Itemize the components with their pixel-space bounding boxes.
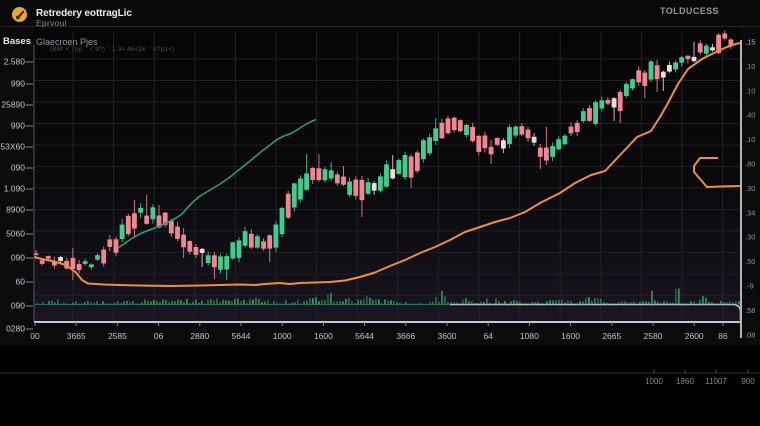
svg-text:.80: .80 bbox=[745, 160, 755, 169]
svg-text:.30: .30 bbox=[745, 233, 755, 242]
svg-text:5644: 5644 bbox=[355, 331, 374, 341]
svg-text:86: 86 bbox=[718, 331, 728, 341]
svg-text:00: 00 bbox=[30, 331, 40, 341]
svg-text:2600: 2600 bbox=[685, 331, 704, 341]
svg-text:990: 990 bbox=[11, 121, 25, 131]
svg-text:.08: .08 bbox=[745, 330, 755, 339]
svg-text:2665: 2665 bbox=[602, 331, 621, 341]
svg-text:53X60: 53X60 bbox=[0, 142, 25, 152]
svg-text:2.580: 2.580 bbox=[4, 57, 26, 67]
svg-text:1.090: 1.090 bbox=[4, 184, 26, 194]
svg-text:60: 60 bbox=[16, 277, 26, 287]
svg-text:.58: .58 bbox=[745, 306, 755, 315]
svg-text:06: 06 bbox=[154, 331, 164, 341]
svg-text:2880: 2880 bbox=[190, 331, 209, 341]
svg-text:.-9: .-9 bbox=[745, 282, 754, 291]
svg-text:1860: 1860 bbox=[676, 377, 694, 386]
svg-text:11007: 11007 bbox=[705, 377, 727, 386]
svg-text:1000: 1000 bbox=[273, 331, 292, 341]
svg-text:8900: 8900 bbox=[6, 205, 25, 215]
svg-text:3666: 3666 bbox=[396, 331, 415, 341]
svg-text:990: 990 bbox=[11, 79, 25, 89]
svg-text:900: 900 bbox=[741, 377, 755, 386]
svg-text:1600: 1600 bbox=[561, 331, 580, 341]
svg-text:.34: .34 bbox=[745, 208, 755, 217]
svg-text:.30: .30 bbox=[745, 184, 755, 193]
svg-text:2585: 2585 bbox=[108, 331, 127, 341]
svg-text:.10: .10 bbox=[745, 135, 755, 144]
svg-text:090: 090 bbox=[11, 253, 25, 263]
svg-text:2580: 2580 bbox=[644, 331, 663, 341]
svg-text:090: 090 bbox=[11, 301, 25, 311]
svg-text:1080: 1080 bbox=[520, 331, 539, 341]
svg-text:1000: 1000 bbox=[645, 377, 663, 386]
svg-text:5060: 5060 bbox=[6, 229, 25, 239]
svg-text:090: 090 bbox=[11, 163, 25, 173]
svg-text:.10: .10 bbox=[745, 86, 755, 95]
svg-text:.15: .15 bbox=[745, 38, 755, 47]
svg-text:.10: .10 bbox=[745, 62, 755, 71]
svg-text:3665: 3665 bbox=[67, 331, 86, 341]
svg-text:0280: 0280 bbox=[6, 324, 25, 334]
svg-text:.50: .50 bbox=[745, 257, 755, 266]
svg-text:5644: 5644 bbox=[232, 331, 251, 341]
svg-text:64: 64 bbox=[483, 331, 493, 341]
svg-text:25890: 25890 bbox=[1, 100, 25, 110]
svg-text:1600: 1600 bbox=[314, 331, 333, 341]
svg-text:3600: 3600 bbox=[438, 331, 457, 341]
svg-text:.40: .40 bbox=[745, 111, 755, 120]
